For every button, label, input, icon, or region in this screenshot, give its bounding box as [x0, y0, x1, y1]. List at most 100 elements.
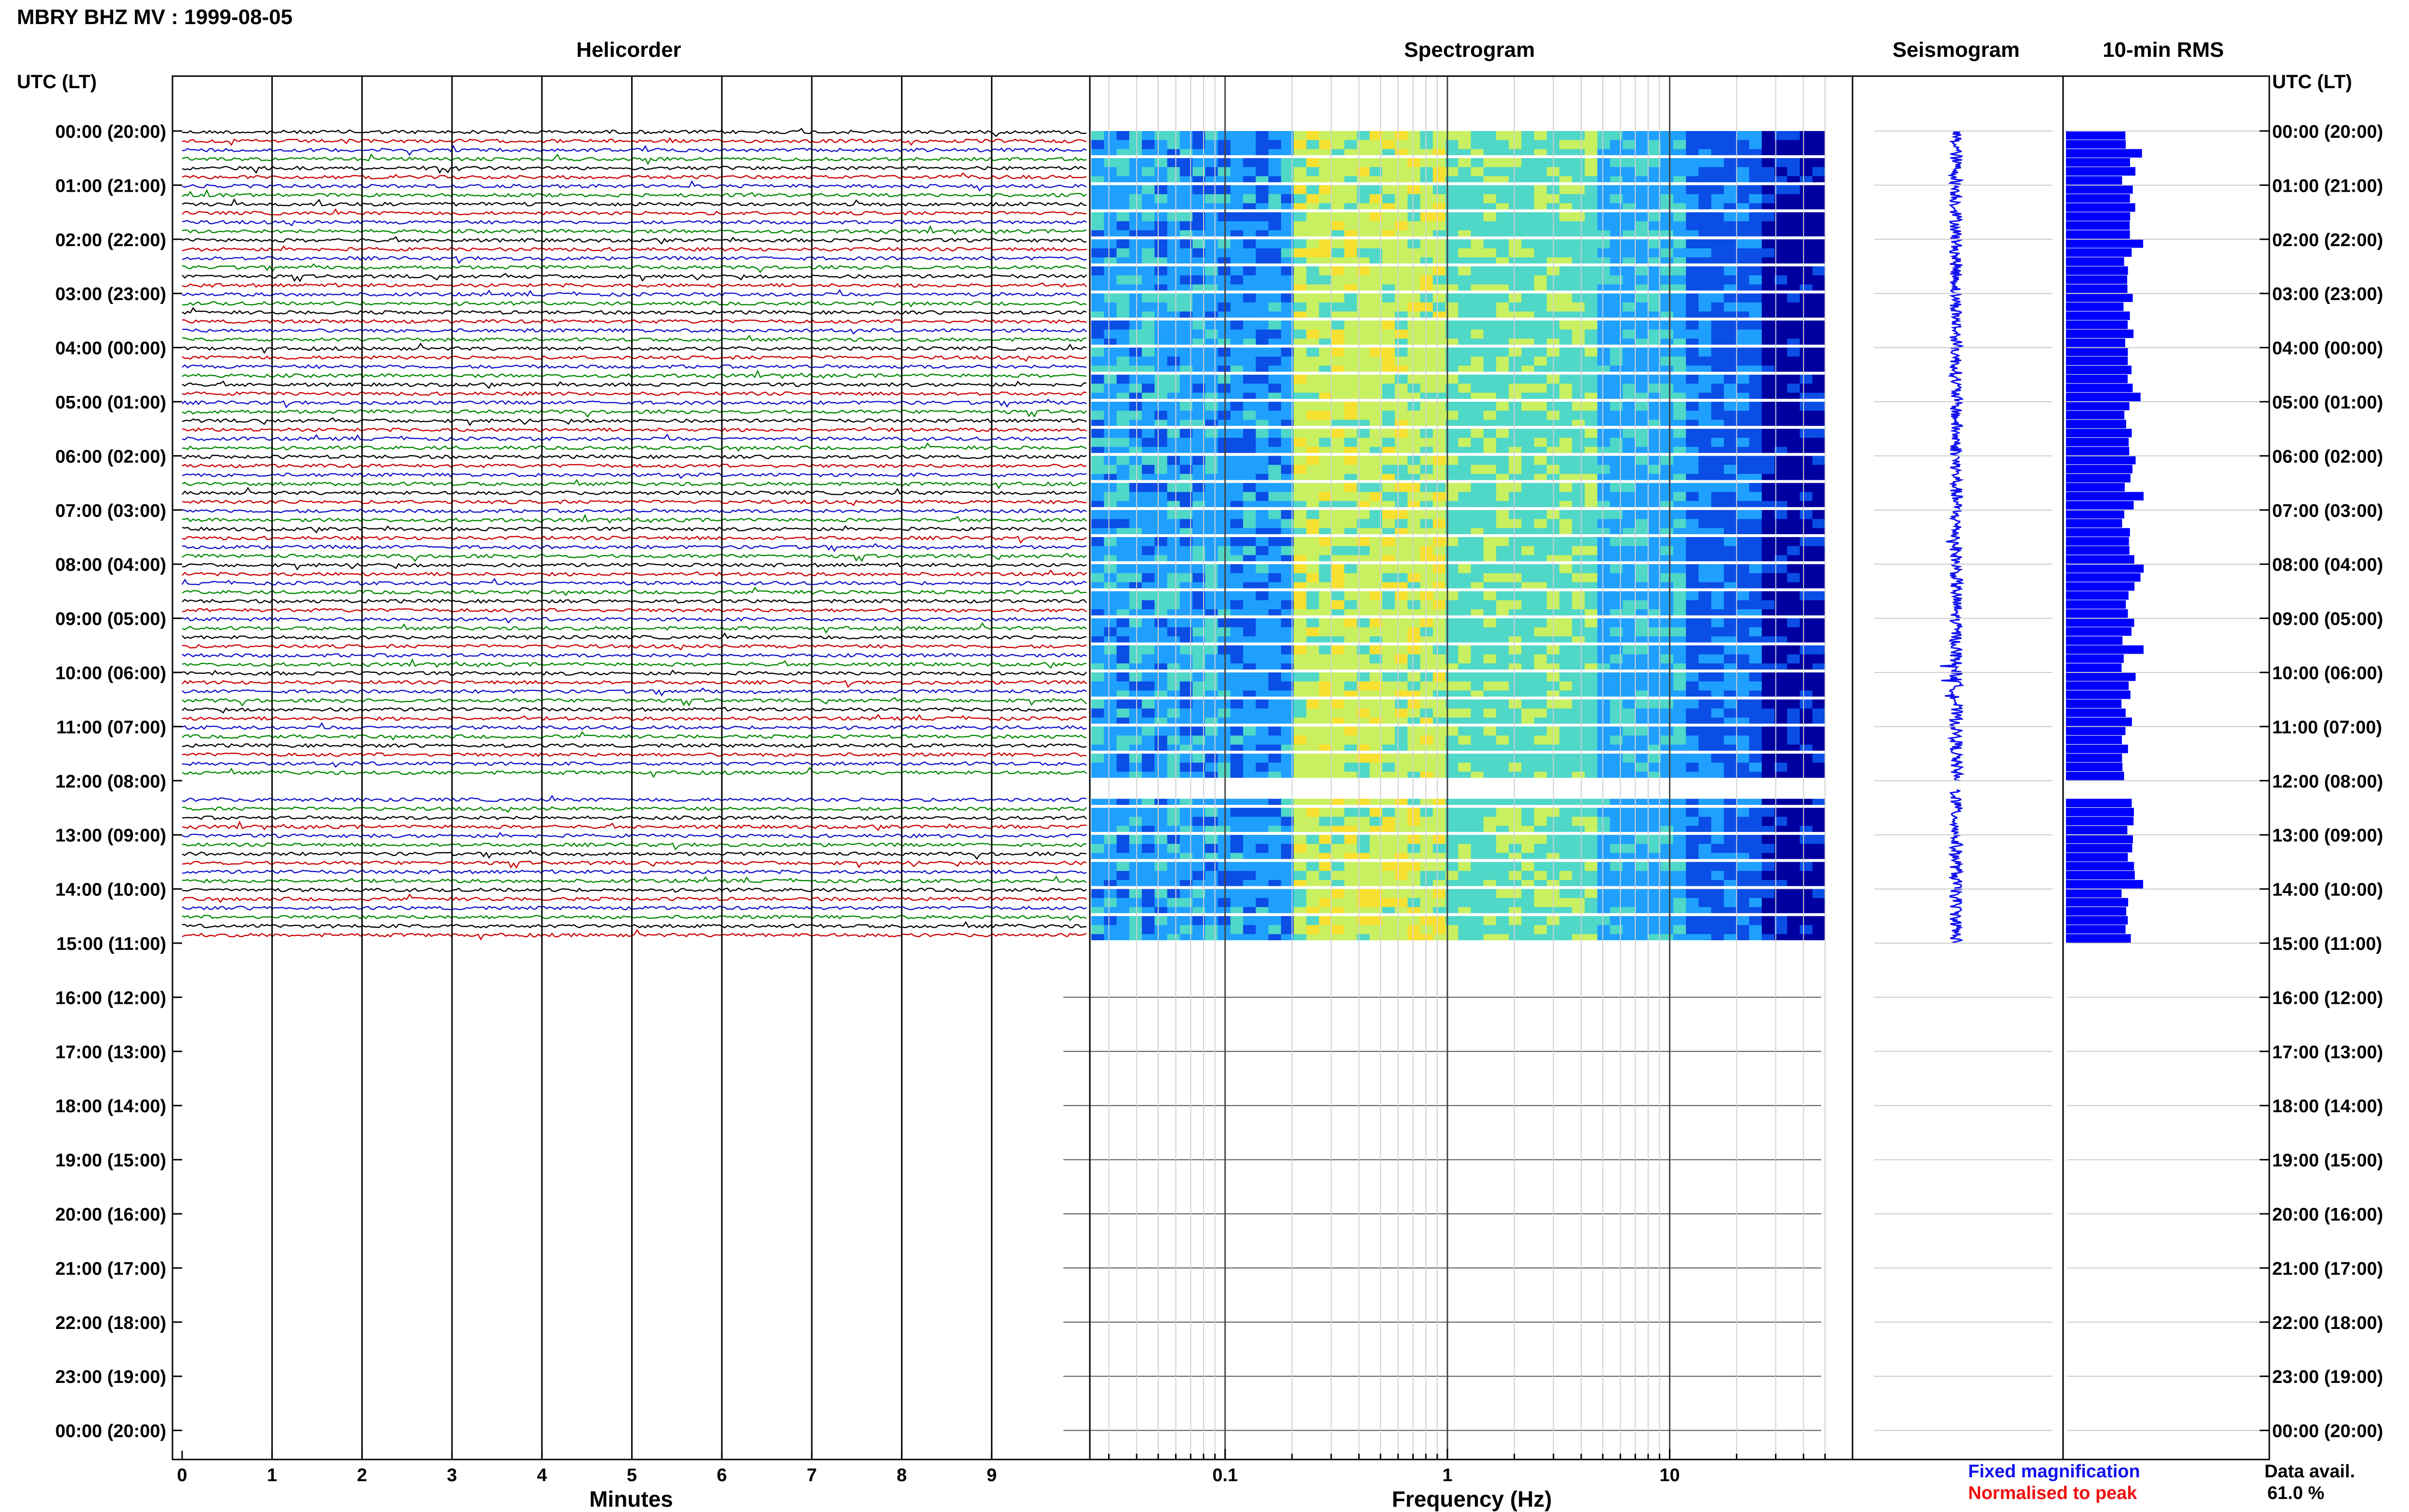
spectrogram-cell: [1256, 456, 1269, 465]
spectrogram-cell: [1369, 618, 1383, 628]
spectrogram-cell: [1306, 302, 1320, 312]
spectrogram-cell: [1091, 528, 1104, 534]
spectrogram-cell: [1559, 528, 1573, 534]
spectrogram-cell: [1306, 564, 1320, 574]
spectrogram-cell: [1142, 609, 1155, 616]
spectrogram-cell: [1104, 239, 1117, 249]
spectrogram-cell: [1306, 212, 1320, 222]
spectrogram-cell: [1433, 456, 1446, 465]
spectrogram-cell: [1711, 266, 1724, 276]
spectrogram-cell: [1610, 546, 1623, 555]
spectrogram-cell: [1091, 257, 1104, 263]
spectrogram-cell: [1686, 726, 1699, 736]
spectrogram-cell: [1294, 799, 1307, 805]
spectrogram-cell: [1167, 519, 1180, 528]
spectrogram-cell: [1673, 311, 1686, 318]
spectrogram-cell: [1369, 843, 1383, 854]
spectrogram-cell: [1660, 816, 1674, 826]
spectrogram-cell: [1433, 808, 1446, 817]
spectrogram-cell: [1723, 681, 1737, 691]
spectrogram-cell: [1648, 239, 1661, 249]
spectrogram-cell: [1116, 456, 1130, 465]
spectrogram-cell: [1673, 645, 1686, 655]
spectrogram-cell: [1761, 546, 1775, 555]
spectrogram-cell: [1736, 402, 1750, 411]
spectrogram-cell: [1812, 609, 1826, 616]
spectrogram-cell: [1344, 447, 1358, 453]
spectrogram-cell: [1268, 681, 1282, 691]
spectrogram-cell: [1268, 284, 1282, 291]
spectrogram-cell: [1698, 663, 1712, 670]
spectrogram-cell: [1268, 356, 1282, 366]
spectrogram-cell: [1673, 871, 1686, 881]
spectrogram-cell: [1736, 555, 1750, 562]
spectrogram-cell: [1723, 230, 1737, 237]
spectrogram-cell: [1331, 555, 1345, 562]
spectrogram-cell: [1294, 763, 1307, 772]
helicorder-trace: [182, 165, 1087, 174]
spectrogram-cell: [1218, 573, 1231, 583]
spectrogram-cell: [1635, 230, 1648, 237]
spectrogram-cell: [1534, 356, 1547, 366]
spectrogram-cell: [1483, 537, 1496, 547]
spectrogram-cell: [1787, 645, 1800, 655]
spectrogram-cell: [1660, 600, 1674, 610]
spectrogram-cell: [1319, 853, 1332, 859]
spectrogram-cell: [1711, 465, 1724, 474]
spectrogram-cell: [1382, 717, 1395, 724]
spectrogram-cell: [1800, 492, 1813, 501]
spectrogram-cell: [1635, 808, 1648, 817]
spectrogram-cell: [1357, 871, 1370, 881]
spectrogram-cell: [1205, 510, 1218, 519]
spectrogram-cell: [1268, 826, 1282, 832]
spectrogram-cell: [1496, 528, 1509, 534]
spectrogram-cell: [1104, 302, 1117, 312]
spectrogram-cell: [1331, 320, 1345, 330]
spectrogram-cell: [1218, 393, 1231, 399]
spectrogram-cell: [1268, 763, 1282, 772]
spectrogram-cell: [1483, 555, 1496, 562]
spectrogram-cell: [1129, 447, 1142, 453]
spectrogram-cell: [1660, 465, 1674, 474]
spectrogram-cell: [1559, 483, 1573, 492]
spectrogram-cell: [1407, 907, 1421, 913]
spectrogram-cell: [1648, 167, 1661, 177]
spectrogram-cell: [1205, 537, 1218, 547]
spectrogram-cell: [1167, 302, 1180, 312]
spectrogram-cell: [1179, 555, 1193, 562]
spectrogram-cell: [1192, 591, 1205, 601]
spectrogram-cell: [1585, 636, 1598, 643]
spectrogram-cell: [1470, 402, 1484, 411]
spectrogram-cell: [1104, 636, 1117, 643]
spectrogram-cell: [1116, 510, 1130, 519]
spectrogram-cell: [1622, 573, 1636, 583]
spectrogram-cell: [1129, 537, 1142, 547]
helicorder-trace: [181, 578, 1087, 586]
spectrogram-cell: [1635, 645, 1648, 655]
spectrogram-cell: [1648, 853, 1661, 859]
spectrogram-cell: [1774, 744, 1787, 751]
spectrogram-cell: [1129, 158, 1142, 168]
spectrogram-cell: [1179, 447, 1193, 453]
spectrogram-cell: [1635, 618, 1648, 628]
spectrogram-cell: [1774, 221, 1787, 231]
spectrogram-cell: [1774, 645, 1787, 655]
spectrogram-cell: [1711, 835, 1724, 844]
spectrogram-cell: [1534, 699, 1547, 709]
spectrogram-cell: [1218, 483, 1231, 492]
spectrogram-cell: [1382, 465, 1395, 474]
spectrogram-cell: [1610, 816, 1623, 826]
spectrogram-cell: [1660, 690, 1674, 697]
spectrogram-cell: [1559, 853, 1573, 859]
spectrogram-cell: [1243, 555, 1256, 562]
spectrogram-cell: [1648, 456, 1661, 465]
spectrogram-cell: [1369, 329, 1383, 339]
spectrogram-cell: [1660, 356, 1674, 366]
spectrogram-cell: [1749, 799, 1762, 805]
spectrogram-cell: [1142, 726, 1155, 736]
spectrogram-cell: [1192, 907, 1205, 913]
spectrogram-cell: [1407, 465, 1421, 474]
spectrogram-cell: [1521, 618, 1535, 628]
spectrogram-cell: [1521, 699, 1535, 709]
spectrogram-cell: [1294, 699, 1307, 709]
